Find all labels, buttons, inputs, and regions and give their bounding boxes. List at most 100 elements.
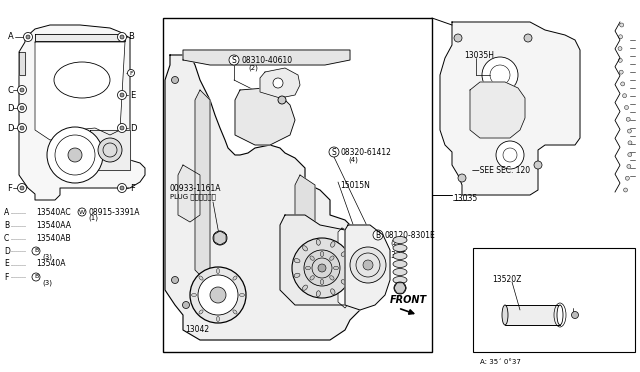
Text: (3): (3) [42, 254, 52, 260]
Circle shape [628, 153, 632, 157]
Circle shape [120, 126, 124, 130]
Circle shape [210, 287, 226, 303]
Circle shape [68, 148, 82, 162]
Text: E: E [130, 90, 135, 99]
Text: 13540A: 13540A [36, 260, 65, 269]
Polygon shape [35, 34, 125, 41]
Polygon shape [35, 42, 125, 140]
Text: B: B [34, 275, 38, 279]
Ellipse shape [216, 317, 220, 321]
Circle shape [618, 58, 622, 62]
Polygon shape [165, 55, 370, 340]
Circle shape [20, 186, 24, 190]
Ellipse shape [294, 273, 300, 278]
Ellipse shape [51, 145, 56, 149]
Ellipse shape [393, 260, 407, 267]
Text: F: F [8, 183, 12, 192]
Ellipse shape [393, 269, 407, 276]
Circle shape [572, 311, 579, 318]
Circle shape [32, 247, 40, 255]
Circle shape [127, 70, 134, 77]
Circle shape [620, 23, 624, 27]
Circle shape [626, 117, 630, 121]
Circle shape [292, 238, 352, 298]
Circle shape [304, 250, 340, 286]
Circle shape [198, 275, 238, 315]
Text: 13540AB: 13540AB [36, 234, 70, 243]
Circle shape [118, 124, 127, 132]
Text: ........: ........ [10, 248, 26, 253]
Text: D: D [7, 124, 13, 132]
Ellipse shape [310, 276, 314, 280]
Text: 08915-3391A: 08915-3391A [88, 208, 140, 217]
Circle shape [55, 135, 95, 175]
Circle shape [120, 35, 124, 39]
Circle shape [621, 82, 625, 86]
Text: C: C [4, 234, 9, 243]
Text: F: F [129, 71, 133, 76]
Ellipse shape [316, 291, 321, 297]
Circle shape [363, 260, 373, 270]
Ellipse shape [216, 269, 220, 273]
Circle shape [318, 264, 326, 272]
Ellipse shape [320, 279, 324, 285]
Circle shape [98, 138, 122, 162]
Ellipse shape [393, 253, 407, 260]
Bar [163, 18, 432, 352]
Ellipse shape [95, 153, 100, 157]
Circle shape [172, 77, 179, 83]
Circle shape [458, 174, 466, 182]
Polygon shape [260, 68, 300, 98]
Ellipse shape [233, 276, 237, 280]
Circle shape [625, 176, 629, 180]
Ellipse shape [303, 285, 307, 290]
Circle shape [20, 88, 24, 92]
Polygon shape [178, 165, 200, 222]
Text: F: F [4, 273, 8, 282]
Ellipse shape [341, 280, 347, 284]
Text: (1): (1) [88, 215, 98, 221]
Ellipse shape [341, 251, 347, 256]
Ellipse shape [239, 294, 244, 296]
Circle shape [373, 230, 383, 240]
Text: W: W [79, 209, 85, 215]
Ellipse shape [51, 161, 56, 165]
Circle shape [24, 32, 33, 42]
Circle shape [350, 247, 386, 283]
Circle shape [118, 90, 127, 99]
Ellipse shape [310, 256, 314, 260]
Circle shape [17, 103, 26, 112]
Circle shape [394, 282, 406, 294]
Circle shape [496, 141, 524, 169]
Circle shape [120, 93, 124, 97]
Circle shape [172, 276, 179, 283]
Circle shape [20, 126, 24, 130]
Ellipse shape [191, 294, 196, 296]
Text: D: D [7, 103, 13, 112]
Polygon shape [183, 50, 350, 65]
Circle shape [623, 94, 627, 98]
Circle shape [278, 96, 286, 104]
Ellipse shape [77, 130, 81, 135]
Text: 15015N: 15015N [340, 180, 370, 189]
Polygon shape [280, 215, 368, 305]
Ellipse shape [77, 175, 81, 180]
Text: 13035: 13035 [453, 193, 477, 202]
Ellipse shape [331, 241, 335, 247]
Text: 15020N: 15020N [295, 276, 325, 285]
Ellipse shape [61, 173, 65, 177]
Text: 08310-40610: 08310-40610 [241, 55, 292, 64]
Text: D: D [130, 124, 136, 132]
Circle shape [20, 106, 24, 110]
Circle shape [78, 208, 86, 216]
Ellipse shape [393, 244, 407, 251]
Ellipse shape [331, 289, 335, 295]
Circle shape [26, 35, 30, 39]
Text: (2): (2) [248, 65, 258, 71]
Text: 15023N: 15023N [302, 259, 332, 267]
Polygon shape [195, 90, 210, 280]
Text: B: B [4, 221, 9, 230]
Text: E: E [4, 260, 9, 269]
Ellipse shape [305, 266, 310, 270]
Text: 00933-1161A: 00933-1161A [170, 183, 221, 192]
